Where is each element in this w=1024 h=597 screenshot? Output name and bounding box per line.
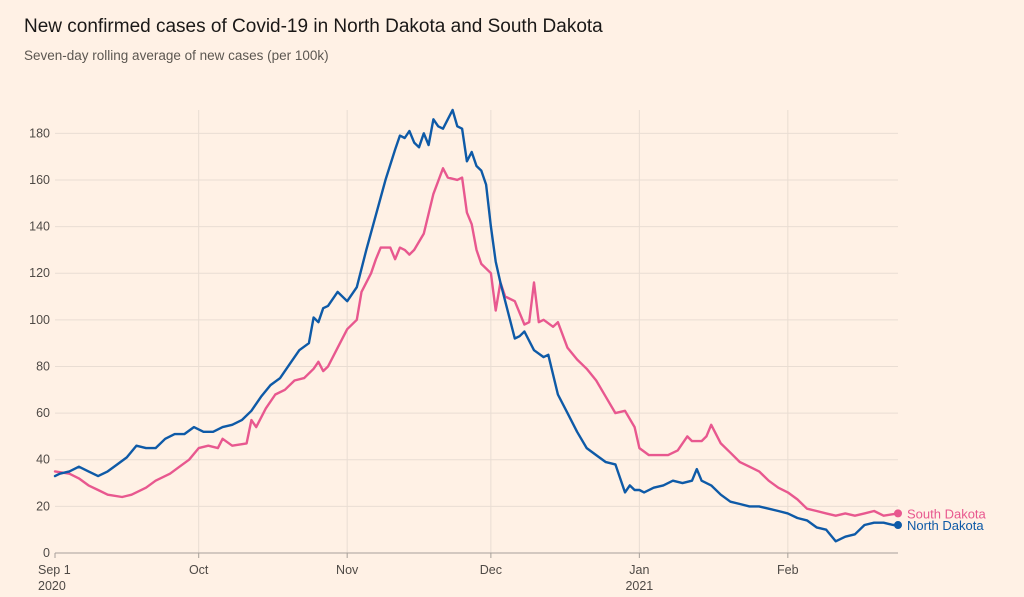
axes: 0 20 40 60 80 100 120 140 160 180 Sep 1 2020 Oct Nov D… bbox=[29, 126, 898, 593]
south-dakota-line bbox=[53, 167, 900, 517]
x-tick-label: Sep 1 bbox=[38, 563, 71, 577]
y-tick-label: 80 bbox=[36, 359, 50, 373]
y-tick-label: 120 bbox=[29, 266, 50, 280]
x-tick-sublabel: 2021 bbox=[625, 579, 653, 593]
grid-lines bbox=[55, 110, 898, 553]
x-tick-label: Jan bbox=[629, 563, 649, 577]
y-tick-label: 0 bbox=[43, 546, 50, 560]
south-dakota-label: South Dakota bbox=[907, 506, 987, 521]
south-dakota-end-marker bbox=[894, 509, 902, 518]
chart-subtitle: Seven-day rolling average of new cases (… bbox=[24, 48, 329, 63]
y-tick-label: 100 bbox=[29, 313, 50, 327]
y-tick-label: 40 bbox=[36, 453, 50, 467]
x-tick-label: Nov bbox=[336, 563, 359, 577]
y-tick-label: 140 bbox=[29, 220, 50, 234]
y-tick-label: 60 bbox=[36, 406, 50, 420]
y-tick-label: 180 bbox=[29, 126, 50, 140]
chart-title: New confirmed cases of Covid-19 in North… bbox=[24, 16, 603, 37]
y-tick-label: 20 bbox=[36, 499, 50, 513]
y-tick-label: 160 bbox=[29, 173, 50, 187]
x-tick-label: Feb bbox=[777, 563, 799, 577]
north-dakota-label: North Dakota bbox=[907, 518, 984, 533]
x-tick-label: Oct bbox=[189, 563, 209, 577]
x-tick-sublabel: 2020 bbox=[38, 579, 66, 593]
x-tick-label: Dec bbox=[480, 563, 502, 577]
series-lines bbox=[53, 108, 900, 543]
north-dakota-end-marker bbox=[894, 521, 902, 530]
north-dakota-line bbox=[53, 108, 900, 543]
